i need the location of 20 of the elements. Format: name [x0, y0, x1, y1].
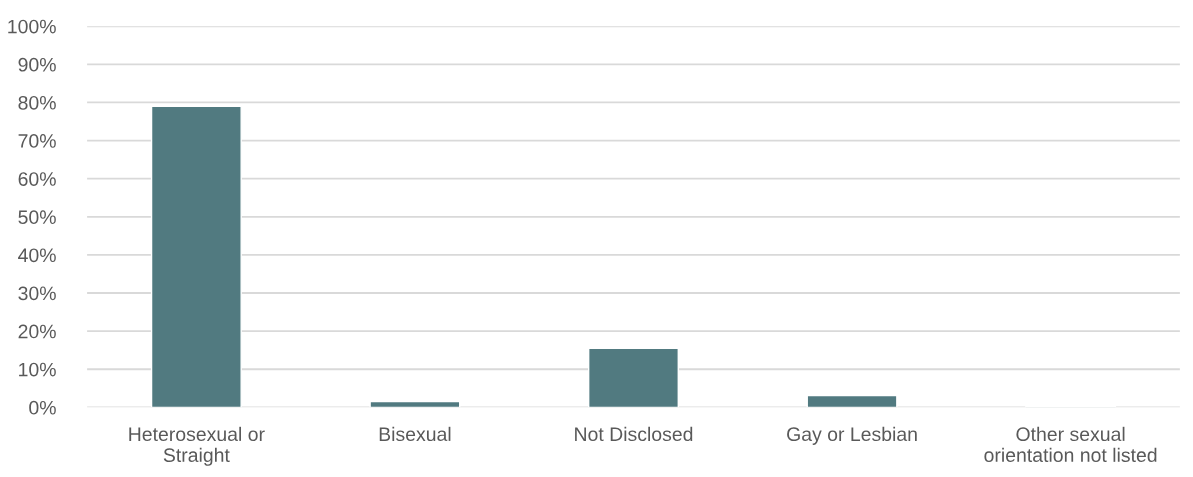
y-tick-label: 60%: [18, 172, 56, 186]
y-tick-label: 40%: [18, 248, 56, 263]
y-tick-label: 10%: [19, 362, 56, 377]
bar: [587, 347, 679, 408]
y-tick-label: 70%: [18, 134, 56, 148]
y-tick-label: 50%: [18, 210, 56, 225]
x-tick-label: Gay or Lesbian: [787, 426, 917, 445]
y-tick-label: 30%: [18, 286, 56, 301]
y-tick-label: 80%: [18, 95, 56, 110]
y-tick-label: 90%: [18, 57, 56, 72]
y-tick-label: 20%: [18, 324, 56, 339]
bar: [369, 400, 461, 408]
x-tick-label: Heterosexual or Straight: [129, 426, 265, 466]
x-tick-label: Other sexual orientation not listed: [984, 426, 1157, 463]
bar: [806, 394, 898, 408]
bar: [150, 105, 242, 408]
y-tick-label: 0%: [29, 400, 56, 415]
x-tick-label: Bisexual: [379, 426, 451, 442]
y-tick-label: 100%: [8, 19, 56, 34]
x-tick-label: Not Disclosed: [575, 426, 693, 442]
